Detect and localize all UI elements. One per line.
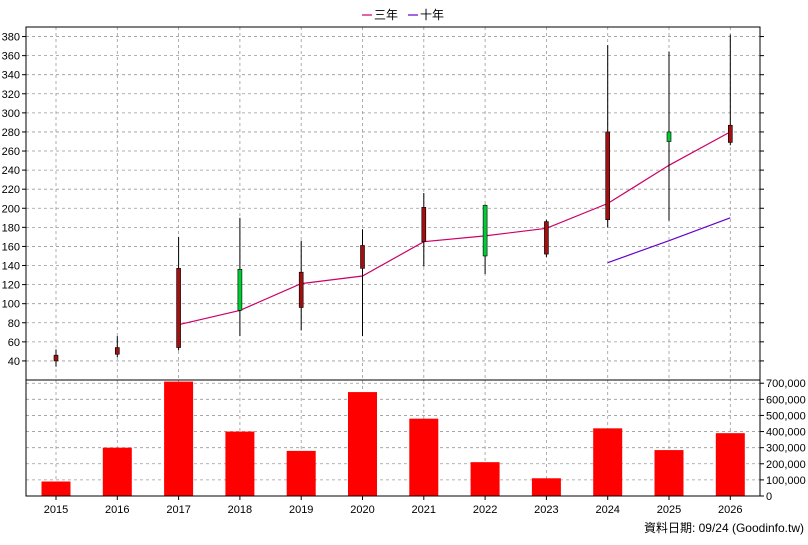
price-tick-label: 160 <box>2 241 20 253</box>
price-tick-label: 280 <box>2 127 20 139</box>
ten-year-line <box>607 217 731 264</box>
volume-tick-label: 200,000 <box>766 459 806 471</box>
candle-2022 <box>482 204 488 275</box>
candle-2015 <box>53 349 59 367</box>
x-tick-label: 2024 <box>595 504 619 516</box>
price-tick-label: 40 <box>8 356 20 368</box>
price-tick-label: 200 <box>2 203 20 215</box>
volume-bar-2024 <box>593 428 623 496</box>
price-frame <box>25 26 761 381</box>
candle-2024 <box>605 45 611 228</box>
volume-bar-2023 <box>531 478 561 496</box>
candle-body <box>727 124 733 143</box>
price-tick-label: 120 <box>2 280 20 292</box>
candle-body <box>666 131 672 142</box>
x-tick-label: 2015 <box>44 504 68 516</box>
candle-2026 <box>727 34 733 146</box>
candle-body <box>605 131 611 221</box>
x-tick-label: 2026 <box>718 504 742 516</box>
volume-tick-label: 100,000 <box>766 475 806 487</box>
x-tick-label: 2017 <box>166 504 190 516</box>
price-tick-label: 60 <box>8 337 20 349</box>
candle-2017 <box>176 236 181 351</box>
candle-body <box>421 207 427 242</box>
price-panel: 40 60 80 100 120 140 160 180 200 220 240 260 280 300 3… <box>2 26 764 381</box>
source-note: 資料日期: 09/24 (Goodinfo.tw) <box>644 521 804 535</box>
volume-bar-2021 <box>409 418 439 496</box>
candle-2016 <box>115 336 120 358</box>
price-tick-label: 380 <box>2 32 20 44</box>
volume-bar-2026 <box>715 433 745 496</box>
volume-bar-2018 <box>225 431 255 496</box>
candle-body <box>360 245 365 269</box>
candle-body <box>544 221 549 255</box>
x-tick-label: 2021 <box>412 504 436 516</box>
price-tick-label: 260 <box>2 146 20 158</box>
price-tick-label: 180 <box>2 222 20 234</box>
price-tick-label: 80 <box>8 318 20 330</box>
x-tick-label: 2016 <box>105 504 129 516</box>
candle-body <box>482 205 488 257</box>
x-tick-label: 2025 <box>657 504 681 516</box>
volume-tick-label: 600,000 <box>766 394 806 406</box>
candle-body <box>237 269 243 311</box>
volume-tick-label: 0 <box>766 491 772 503</box>
candle-2019 <box>298 240 304 331</box>
x-axis: 2015 2016 2017 2018 2019 2020 2021 2022 2023 2024… <box>44 496 743 516</box>
candle-2018 <box>237 217 243 337</box>
legend: 三年 十年 <box>362 8 444 22</box>
legend-ten-year-label: 十年 <box>420 8 444 22</box>
volume-bar-2017 <box>164 381 194 496</box>
volume-tick-label: 400,000 <box>766 427 806 439</box>
volume-bar-2022 <box>470 462 500 496</box>
x-tick-label: 2018 <box>228 504 252 516</box>
volume-panel: 0 100,000 200,000 300,000 400,000 500,000 600,… <box>25 378 806 503</box>
volume-bar-2016 <box>102 447 132 496</box>
price-tick-label: 240 <box>2 165 20 177</box>
candle-2021 <box>421 193 427 267</box>
volume-bar-2015 <box>41 481 71 496</box>
candle-body <box>176 268 181 348</box>
candle-2023 <box>544 219 549 257</box>
volume-tick-label: 700,000 <box>766 378 806 390</box>
price-tick-label: 220 <box>2 184 20 196</box>
three-year-line <box>178 131 731 326</box>
price-tick-label: 100 <box>2 299 20 311</box>
candle-2020 <box>360 229 365 337</box>
legend-three-year-label: 三年 <box>374 8 398 22</box>
candle-body <box>298 271 304 308</box>
price-tick-label: 300 <box>2 108 20 120</box>
price-tick-label: 340 <box>2 70 20 82</box>
x-tick-label: 2020 <box>350 504 374 516</box>
price-tick-label: 360 <box>2 51 20 63</box>
volume-frame <box>25 379 761 497</box>
volume-tick-label: 300,000 <box>766 443 806 455</box>
volume-bar-2019 <box>286 450 316 496</box>
price-tick-label: 320 <box>2 89 20 101</box>
candle-2025 <box>666 51 672 221</box>
candle-body <box>53 354 59 362</box>
volume-bar-2025 <box>654 450 684 496</box>
x-tick-label: 2022 <box>473 504 497 516</box>
volume-bar-2020 <box>348 392 377 496</box>
x-tick-label: 2023 <box>534 504 558 516</box>
x-tick-label: 2019 <box>289 504 313 516</box>
candle-body <box>115 347 120 355</box>
price-tick-label: 140 <box>2 261 20 273</box>
volume-tick-label: 500,000 <box>766 410 806 422</box>
